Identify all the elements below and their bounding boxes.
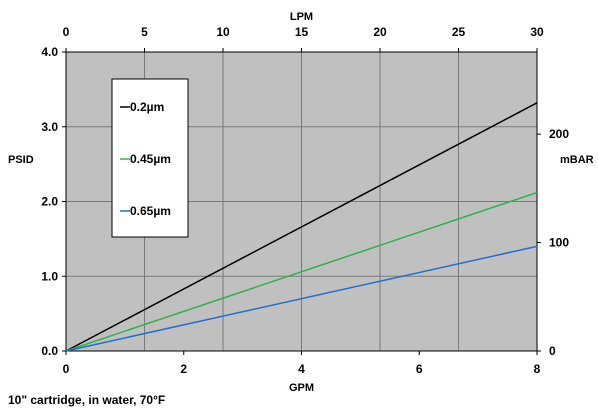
- top-tick-label: 25: [452, 25, 466, 39]
- right-tick-label: 100: [549, 236, 569, 250]
- left-tick-label: 3.0: [41, 120, 58, 134]
- top-axis-label: LPM: [290, 11, 313, 23]
- top-tick-label: 10: [216, 25, 230, 39]
- right-tick-label: 200: [549, 127, 569, 141]
- bottom-tick-label: 4: [298, 362, 305, 376]
- left-tick-label: 2.0: [41, 195, 58, 209]
- bottom-tick-label: 8: [534, 362, 541, 376]
- footnote: 10" cartridge, in water, 70°F: [8, 393, 165, 407]
- top-tick-label: 5: [141, 25, 148, 39]
- top-tick-label: 0: [63, 25, 70, 39]
- left-tick-label: 1.0: [41, 269, 58, 283]
- series-line: [65, 102, 538, 352]
- bottom-tick-label: 2: [180, 362, 187, 376]
- legend-label: 0.65µm: [130, 204, 171, 218]
- left-axis-label: PSID: [8, 154, 34, 166]
- bottom-axis-label: GPM: [289, 382, 314, 394]
- series-line: [65, 191, 538, 352]
- right-axis-label: mBAR: [560, 154, 594, 166]
- left-tick-label: 0.0: [41, 344, 58, 358]
- legend-label: 0.45µm: [130, 152, 171, 166]
- bottom-tick-label: 0: [63, 362, 70, 376]
- bottom-tick-label: 6: [416, 362, 423, 376]
- top-tick-label: 30: [530, 25, 544, 39]
- left-tick-label: 4.0: [41, 45, 58, 59]
- top-tick-label: 15: [295, 25, 309, 39]
- series-line: [65, 245, 538, 352]
- right-tick-label: 0: [549, 344, 556, 358]
- legend-label: 0.2µm: [130, 100, 164, 114]
- top-tick-label: 20: [373, 25, 387, 39]
